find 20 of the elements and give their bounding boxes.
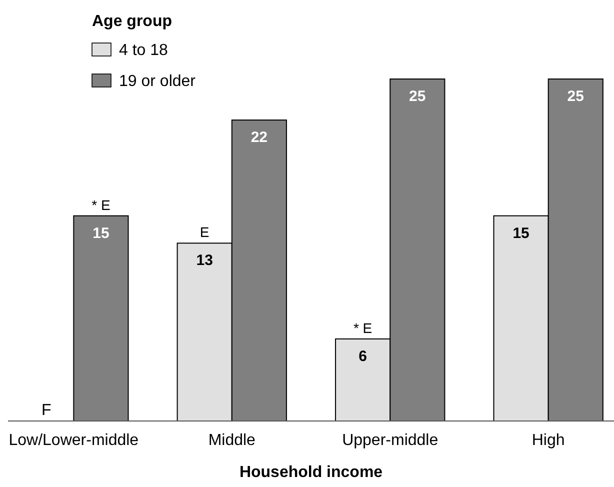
- data-label: 25: [567, 88, 584, 105]
- data-label: 22: [250, 129, 268, 146]
- annotation: * E: [353, 320, 372, 336]
- x-axis-title: Household income: [239, 464, 383, 481]
- data-label: 6: [358, 348, 367, 365]
- text: F: [41, 402, 52, 419]
- x-tick-label: High: [532, 432, 565, 449]
- legend-label: 19 or older: [119, 73, 196, 90]
- legend-label: 4 to 18: [119, 42, 168, 59]
- bar: [73, 215, 129, 422]
- annotation: E: [200, 224, 210, 240]
- data-label: 25: [409, 88, 426, 105]
- data-label: 15: [92, 224, 110, 242]
- x-tick-label: Low/Lower-middle: [8, 432, 139, 449]
- data-label: 13: [196, 252, 213, 270]
- x-tick-label: Middle: [208, 432, 256, 449]
- x-tick-label: Upper-middle: [342, 432, 438, 449]
- data-label: 15: [512, 224, 530, 242]
- legend-title: Age group: [92, 13, 172, 30]
- annotation: * E: [92, 196, 110, 213]
